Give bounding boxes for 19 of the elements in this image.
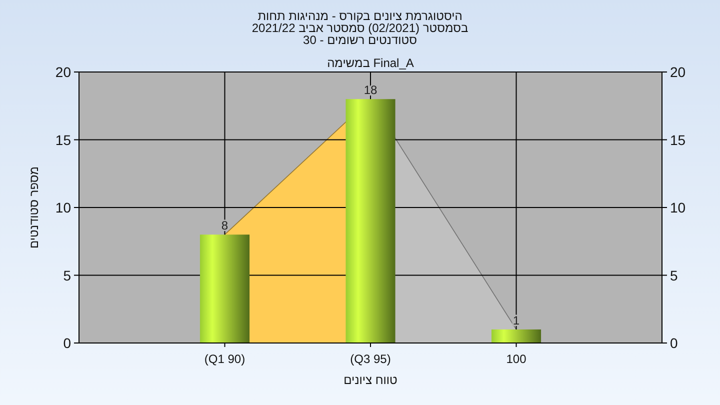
y-tick-label: 5 [63,267,72,284]
text: במשימה Final_A [327,56,414,70]
y2-tick-label: 15 [670,132,686,148]
y-tick-label: 0 [63,335,72,351]
x-axis-title: טווח ציונים [344,373,398,387]
x-tick-label: (Q1 90) [204,352,246,366]
y2-tick-label: 5 [670,267,678,284]
y2-tick-label: 20 [670,64,686,80]
y2-tick-label: 10 [670,200,686,216]
x-tick-label: 100 [506,352,527,366]
bar [491,329,542,343]
y-tick-label: 20 [55,64,72,80]
y-tick-label: 10 [55,200,72,216]
y2-tick-label: 0 [670,335,678,351]
y-axis-title: מספר סטודנטים [27,166,41,249]
bar [200,234,250,343]
y-tick-label: 15 [55,132,72,148]
chart-title: היסטוגרמת ציונים בקורס - מנהיגות תחות בסמסטר (02/2021) סמסטר אביב 2021/22 סטודנטים רשומים - 30 [252,9,468,47]
x-tick-label: (Q3 95) [350,352,391,366]
